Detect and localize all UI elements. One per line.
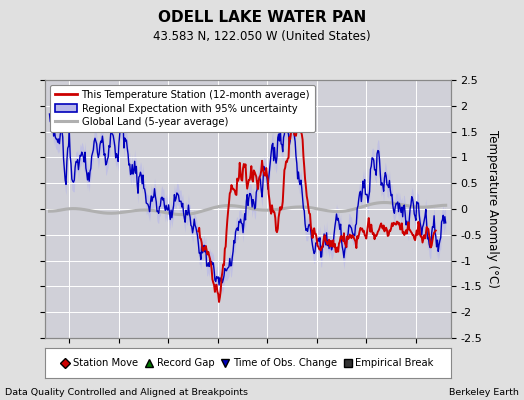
Text: Berkeley Earth: Berkeley Earth bbox=[449, 388, 519, 397]
Text: ODELL LAKE WATER PAN: ODELL LAKE WATER PAN bbox=[158, 10, 366, 25]
Y-axis label: Temperature Anomaly (°C): Temperature Anomaly (°C) bbox=[486, 130, 499, 288]
Text: 43.583 N, 122.050 W (United States): 43.583 N, 122.050 W (United States) bbox=[153, 30, 371, 43]
Legend: Station Move, Record Gap, Time of Obs. Change, Empirical Break: Station Move, Record Gap, Time of Obs. C… bbox=[61, 358, 434, 368]
Text: Data Quality Controlled and Aligned at Breakpoints: Data Quality Controlled and Aligned at B… bbox=[5, 388, 248, 397]
Legend: This Temperature Station (12-month average), Regional Expectation with 95% uncer: This Temperature Station (12-month avera… bbox=[50, 85, 315, 132]
